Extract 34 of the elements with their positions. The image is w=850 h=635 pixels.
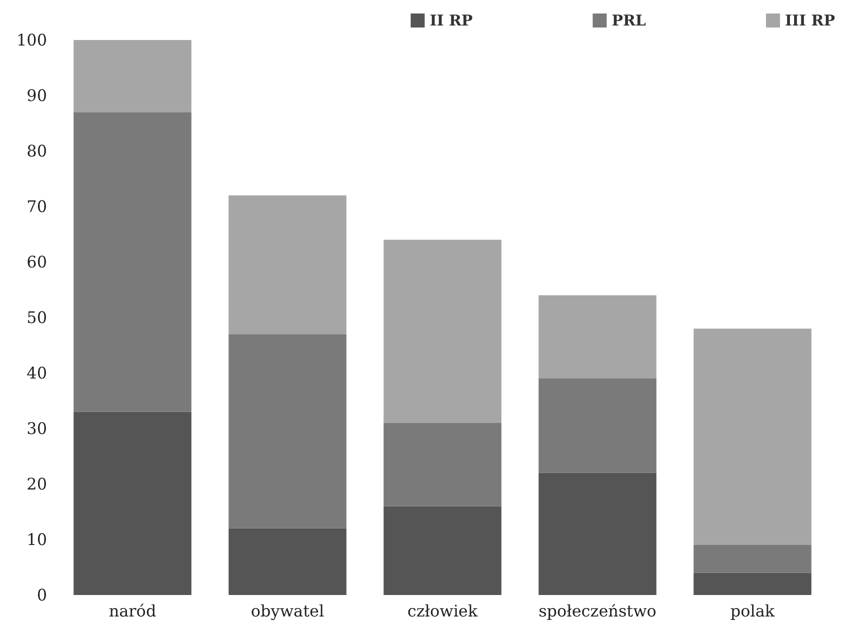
bar: [228, 528, 346, 595]
y-tick-label: 70: [26, 197, 47, 216]
bar: [384, 506, 502, 595]
y-tick-label: 0: [36, 586, 47, 604]
y-tick-label: 10: [26, 530, 47, 549]
legend-label: II RP: [430, 12, 473, 30]
bar: [538, 295, 656, 379]
y-tick-label: 30: [26, 419, 47, 438]
bar: [384, 240, 502, 423]
bar: [74, 412, 192, 595]
y-tick-label: 60: [26, 252, 47, 272]
bar: [538, 378, 656, 473]
y-tick-label: 80: [26, 142, 47, 160]
bar: [74, 112, 192, 412]
y-tick-label: 100: [16, 30, 47, 50]
legend-label: III RP: [784, 12, 836, 30]
x-tick-label: naród: [108, 602, 156, 620]
x-tick-label: człowiek: [407, 602, 478, 620]
x-tick-label: społeczeństwo: [538, 602, 656, 620]
y-tick-label: 50: [26, 308, 47, 327]
y-tick-label: 90: [26, 86, 47, 105]
x-tick-label: obywatel: [250, 602, 324, 620]
bar: [228, 334, 346, 528]
bar: [228, 195, 346, 334]
bar: [538, 472, 656, 595]
x-tick-label: polak: [730, 602, 775, 620]
y-tick-label: 40: [26, 364, 47, 382]
bar: [74, 40, 192, 112]
bar: [694, 572, 812, 595]
y-tick-label: 20: [26, 474, 47, 494]
bar: [694, 328, 812, 546]
legend-label: PRL: [612, 12, 646, 30]
bar: [694, 545, 812, 573]
bar: [384, 422, 502, 506]
